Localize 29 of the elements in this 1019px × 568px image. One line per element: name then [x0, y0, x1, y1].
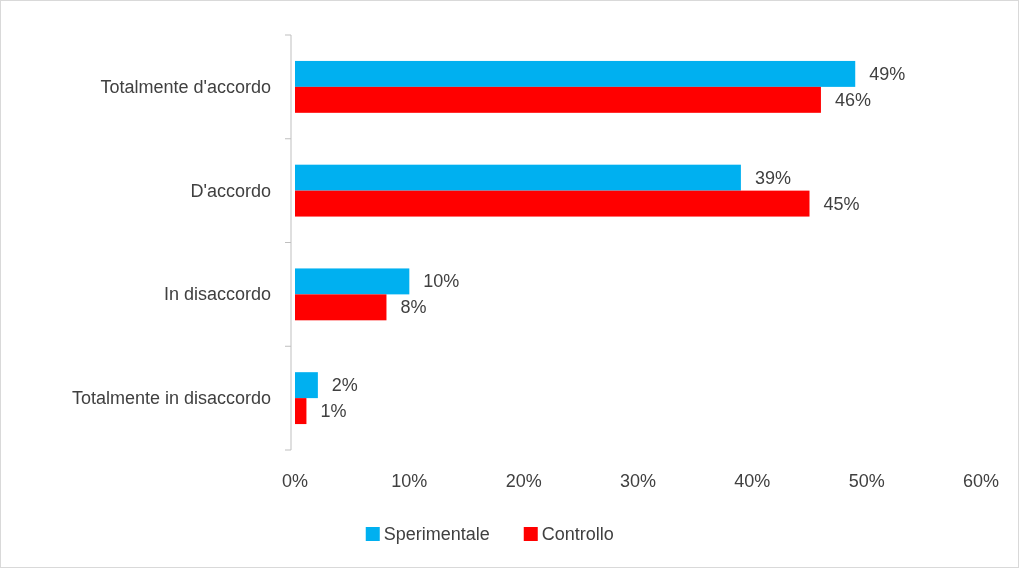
y-tick-label: In disaccordo	[163, 284, 271, 305]
y-tick-label: Totalmente in disaccordo	[71, 388, 271, 409]
data-label: 49%	[869, 63, 906, 84]
data-label: 2%	[331, 375, 358, 396]
bar	[295, 372, 318, 399]
data-label: 1%	[320, 401, 347, 422]
bar	[295, 398, 307, 425]
data-label: 10%	[423, 271, 460, 292]
data-label: 45%	[823, 193, 860, 214]
legend-label: Sperimentale	[383, 524, 490, 544]
bar	[295, 294, 387, 321]
data-label: 39%	[754, 167, 791, 188]
bar	[295, 164, 741, 191]
y-tick-label: Totalmente d'accordo	[100, 76, 271, 97]
x-tick-label: 10%	[391, 471, 428, 491]
x-tick-label: 40%	[734, 471, 771, 491]
bar	[295, 190, 810, 217]
x-tick-label: 50%	[848, 471, 885, 491]
legend-label: Controllo	[541, 524, 614, 544]
x-tick-label: 0%	[281, 471, 309, 491]
bar	[295, 268, 410, 295]
bar	[295, 60, 856, 87]
x-tick-label: 20%	[505, 471, 542, 491]
data-label: 8%	[400, 297, 427, 318]
x-tick-label: 30%	[619, 471, 657, 491]
data-label: 46%	[834, 89, 871, 110]
bar	[295, 86, 821, 113]
y-tick-label: D'accordo	[190, 180, 271, 201]
x-tick-label: 60%	[962, 471, 1000, 491]
